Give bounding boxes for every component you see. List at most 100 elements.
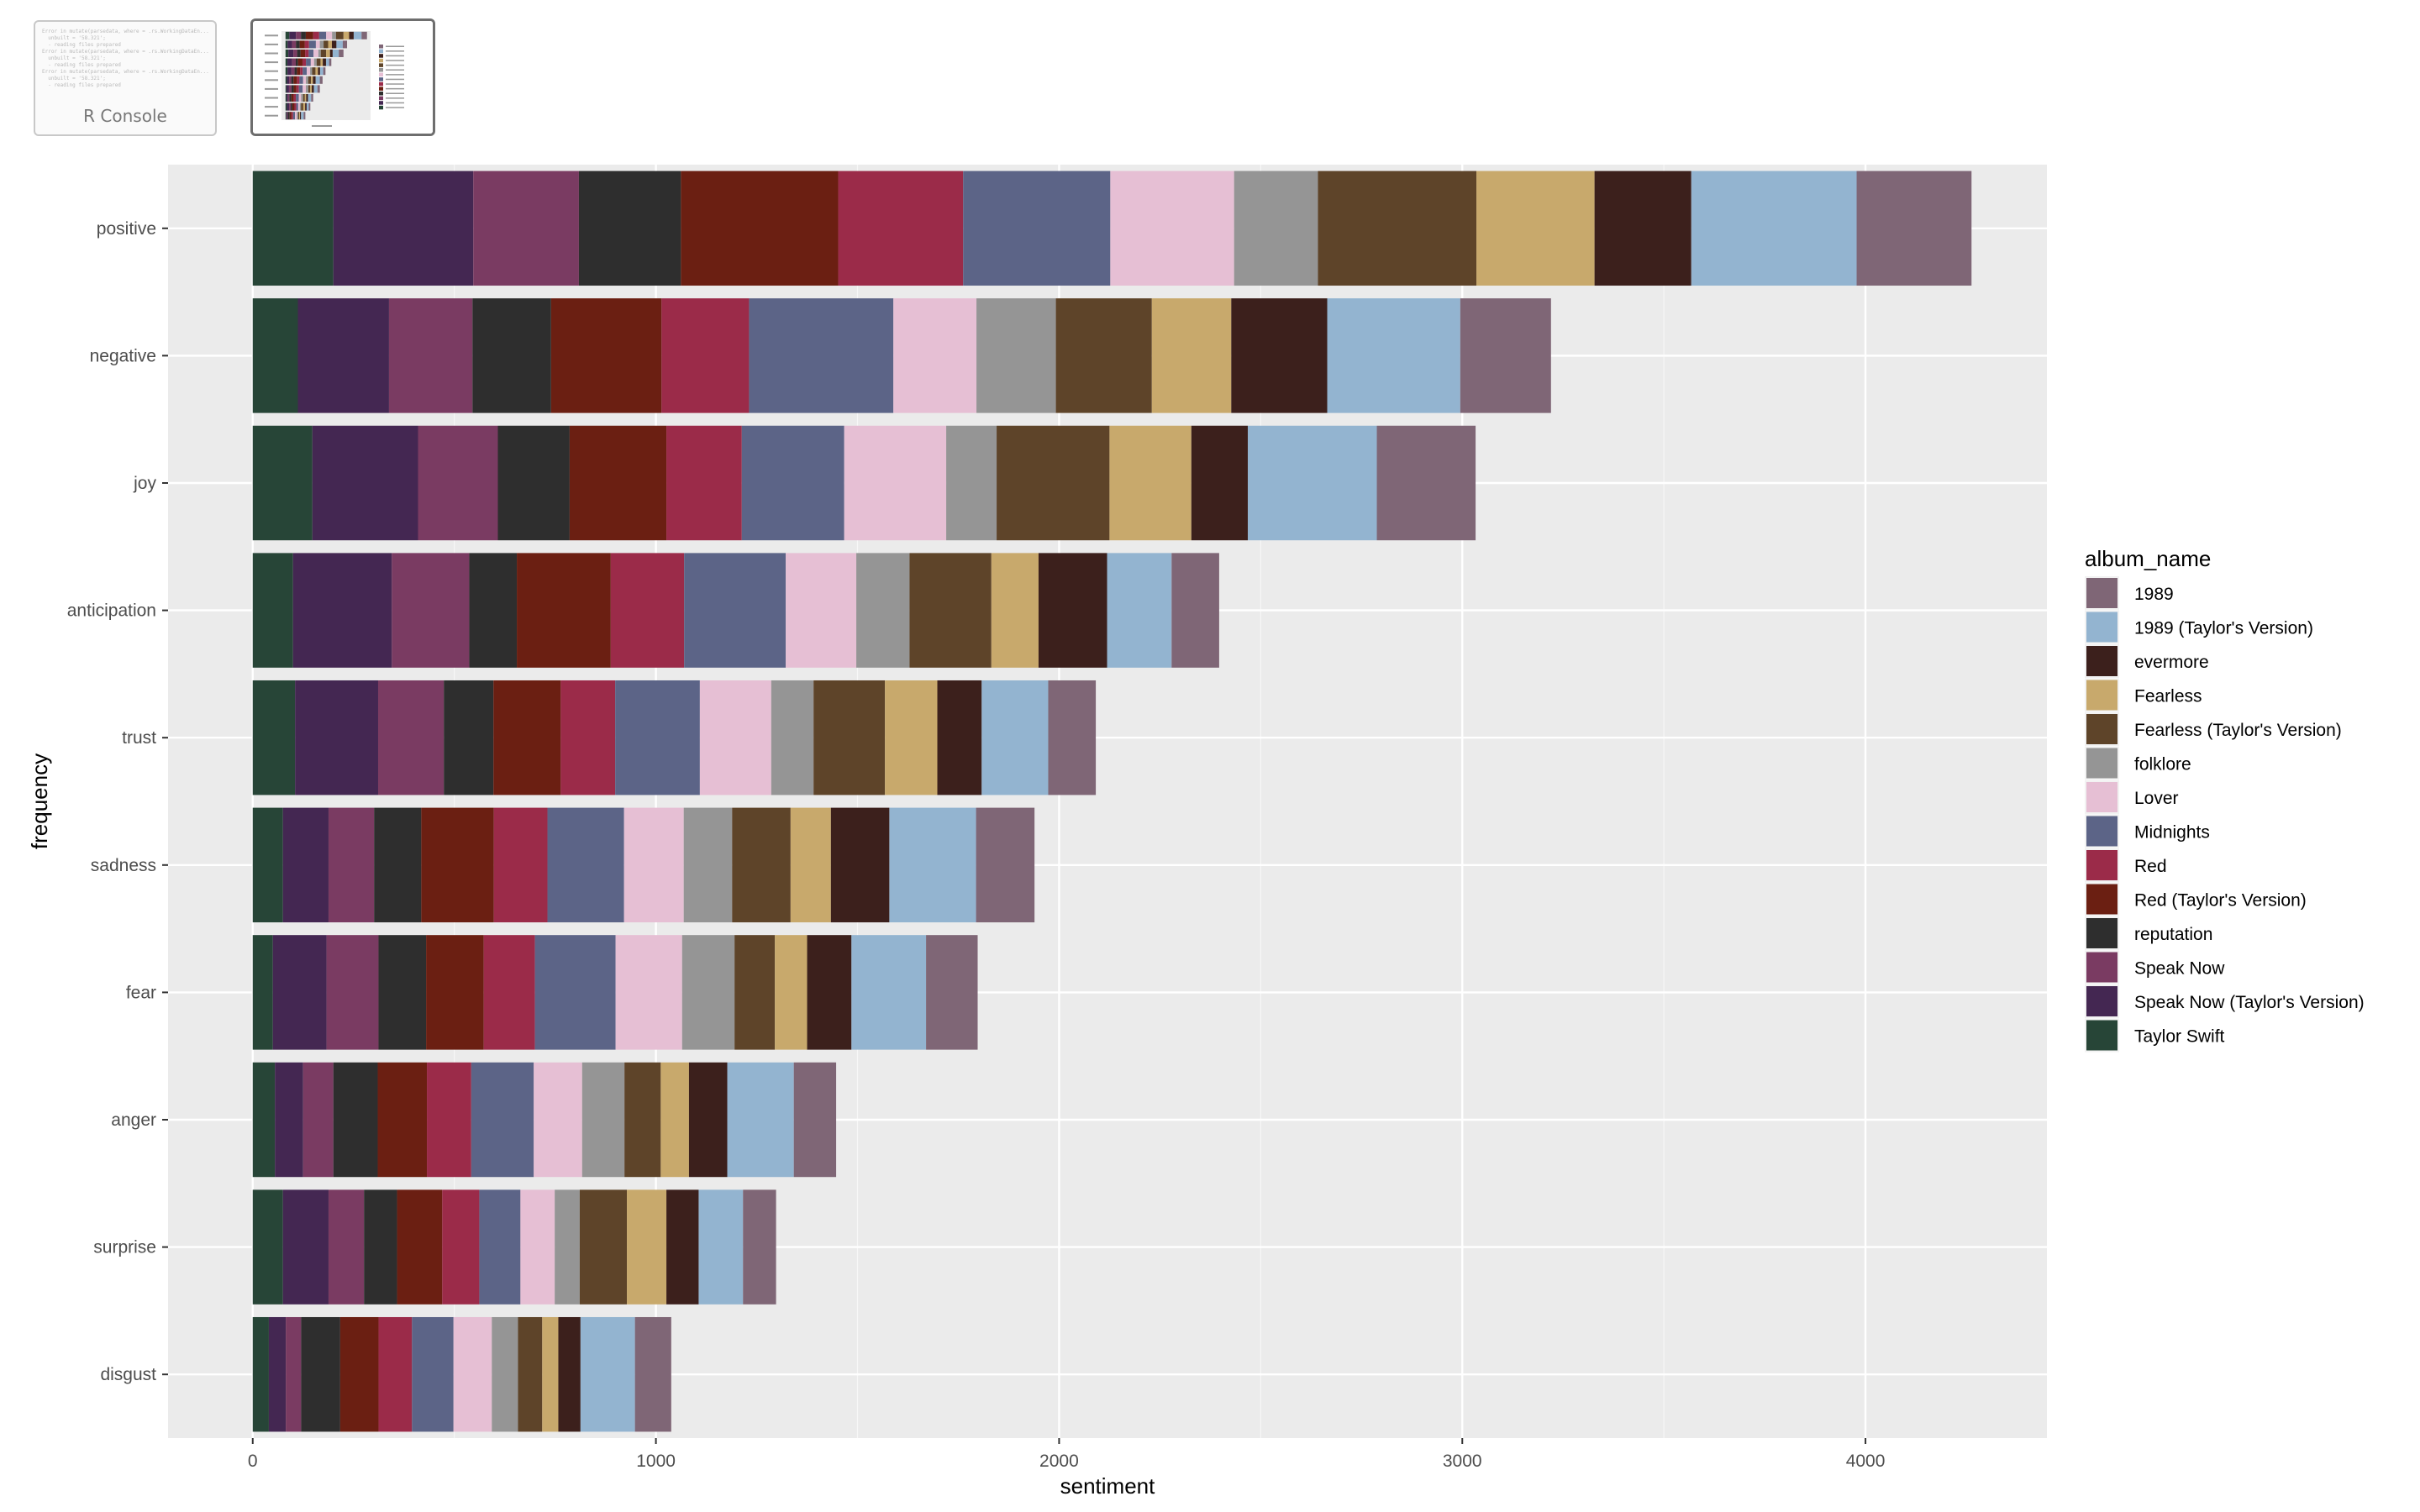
mini-bar bbox=[285, 40, 288, 49]
mini-bar bbox=[310, 67, 313, 76]
bar-trust-speak-now bbox=[377, 680, 445, 795]
bar-sadness-speak-now-taylor-s-version bbox=[282, 807, 329, 923]
legend-label-speak-now: Speak Now bbox=[2134, 959, 2225, 979]
mini-legend-swatch bbox=[379, 49, 383, 54]
mini-legend-text bbox=[386, 69, 404, 71]
mini-bar bbox=[292, 112, 296, 120]
bar-negative-speak-now-taylor-s-version bbox=[297, 298, 389, 413]
bar-joy-fearless-taylor-s-version bbox=[997, 425, 1110, 541]
bar-disgust-lover bbox=[453, 1316, 492, 1432]
mini-bar bbox=[318, 49, 321, 58]
bar-joy-lover bbox=[844, 425, 947, 541]
mini-bar bbox=[316, 58, 321, 66]
mini-bar bbox=[295, 58, 298, 66]
mini-bar bbox=[324, 40, 329, 49]
x-tick-label: 3000 bbox=[1443, 1452, 1482, 1471]
bar-joy-speak-now bbox=[418, 425, 498, 541]
bar-joy-1989-taylor-s-version bbox=[1247, 425, 1377, 541]
mini-bar bbox=[287, 58, 292, 66]
mini-bar bbox=[302, 85, 307, 93]
mini-bar bbox=[319, 67, 324, 76]
bar-disgust-midnights bbox=[412, 1316, 454, 1432]
bar-joy-fearless bbox=[1109, 425, 1192, 541]
mini-bar bbox=[289, 112, 292, 120]
mini-bar bbox=[353, 31, 362, 39]
mini-legend-swatch bbox=[379, 81, 383, 87]
bar-surprise-evermore bbox=[666, 1189, 699, 1305]
mini-bar bbox=[287, 67, 292, 76]
bar-positive-1989-taylor-s-version bbox=[1691, 171, 1857, 286]
bar-anger-reputation bbox=[333, 1062, 378, 1178]
plot-thumbnail-preview bbox=[253, 21, 433, 134]
bar-negative-lover bbox=[893, 298, 977, 413]
mini-bar bbox=[285, 93, 287, 102]
mini-y-label bbox=[265, 97, 278, 99]
mini-bar bbox=[285, 102, 287, 111]
mini-y-label bbox=[265, 34, 278, 37]
r-console-thumbnail[interactable]: Error in mutate(parsedata, where = .rs.W… bbox=[34, 20, 217, 136]
mini-bar bbox=[326, 31, 333, 39]
bar-surprise-reputation bbox=[364, 1189, 397, 1305]
mini-legend-text bbox=[386, 87, 404, 90]
mini-y-label bbox=[265, 43, 278, 45]
mini-bar bbox=[308, 102, 311, 111]
mini-bar bbox=[315, 76, 320, 84]
mini-bar bbox=[313, 49, 318, 58]
bar-anticipation-lover bbox=[786, 553, 857, 668]
bar-sadness-reputation bbox=[374, 807, 422, 923]
mini-bar bbox=[307, 67, 311, 76]
legend-swatch-taylor-swift bbox=[2086, 1020, 2118, 1051]
mini-bar bbox=[339, 49, 344, 58]
bar-anticipation-fearless bbox=[991, 553, 1039, 668]
bar-fear-taylor-swift bbox=[252, 935, 273, 1050]
mini-bar bbox=[299, 40, 305, 49]
bar-trust-fearless-taylor-s-version bbox=[813, 680, 886, 795]
mini-bar bbox=[311, 93, 313, 102]
bar-surprise-red-taylor-s-version bbox=[397, 1189, 443, 1305]
bar-positive-reputation bbox=[578, 171, 681, 286]
bar-disgust-1989-taylor-s-version bbox=[580, 1316, 635, 1432]
bar-joy-midnights bbox=[741, 425, 844, 541]
mini-bar bbox=[291, 67, 295, 76]
plot-thumbnail[interactable] bbox=[250, 18, 435, 136]
mini-bar bbox=[304, 40, 309, 49]
bar-sadness-midnights bbox=[547, 807, 624, 923]
mini-bar bbox=[301, 112, 304, 120]
mini-legend-text bbox=[386, 83, 404, 85]
legend-swatch-reputation bbox=[2086, 918, 2118, 948]
legend-swatch-speak-now bbox=[2086, 952, 2118, 983]
mini-bar bbox=[301, 102, 303, 111]
mini-legend-text bbox=[386, 45, 404, 47]
x-tick-label: 4000 bbox=[1846, 1452, 1886, 1471]
mini-bar bbox=[285, 49, 289, 58]
mini-bar bbox=[318, 31, 327, 39]
bar-sadness-red bbox=[493, 807, 548, 923]
mini-bar bbox=[303, 112, 306, 120]
bar-positive-taylor-swift bbox=[252, 171, 334, 286]
y-tick-label-joy: joy bbox=[133, 474, 156, 493]
bar-trust-folklore bbox=[771, 680, 814, 795]
bar-sadness-taylor-swift bbox=[252, 807, 283, 923]
mini-bar bbox=[349, 31, 354, 39]
mini-legend-text bbox=[386, 55, 404, 57]
bar-positive-fearless-taylor-s-version bbox=[1318, 171, 1477, 286]
bar-trust-speak-now-taylor-s-version bbox=[295, 680, 378, 795]
bar-sadness-evermore bbox=[830, 807, 890, 923]
x-tick-label: 1000 bbox=[636, 1452, 676, 1471]
mini-bar bbox=[294, 102, 297, 111]
mini-bar bbox=[297, 102, 300, 111]
mini-bar bbox=[297, 49, 301, 58]
y-tick-label-anticipation: anticipation bbox=[67, 601, 156, 621]
mini-bar bbox=[302, 76, 307, 84]
mini-bar bbox=[296, 85, 299, 93]
y-tick-label-disgust: disgust bbox=[100, 1365, 156, 1384]
legend-swatch-1989-taylor-s-version bbox=[2086, 612, 2118, 643]
mini-bar bbox=[305, 49, 309, 58]
mini-bar bbox=[285, 76, 287, 84]
mini-bar bbox=[285, 85, 287, 93]
mini-legend-swatch bbox=[379, 54, 383, 58]
bar-trust-taylor-swift bbox=[252, 680, 296, 795]
mini-bar bbox=[299, 102, 302, 111]
y-tick-label-positive: positive bbox=[97, 219, 156, 239]
bar-surprise-folklore bbox=[555, 1189, 580, 1305]
